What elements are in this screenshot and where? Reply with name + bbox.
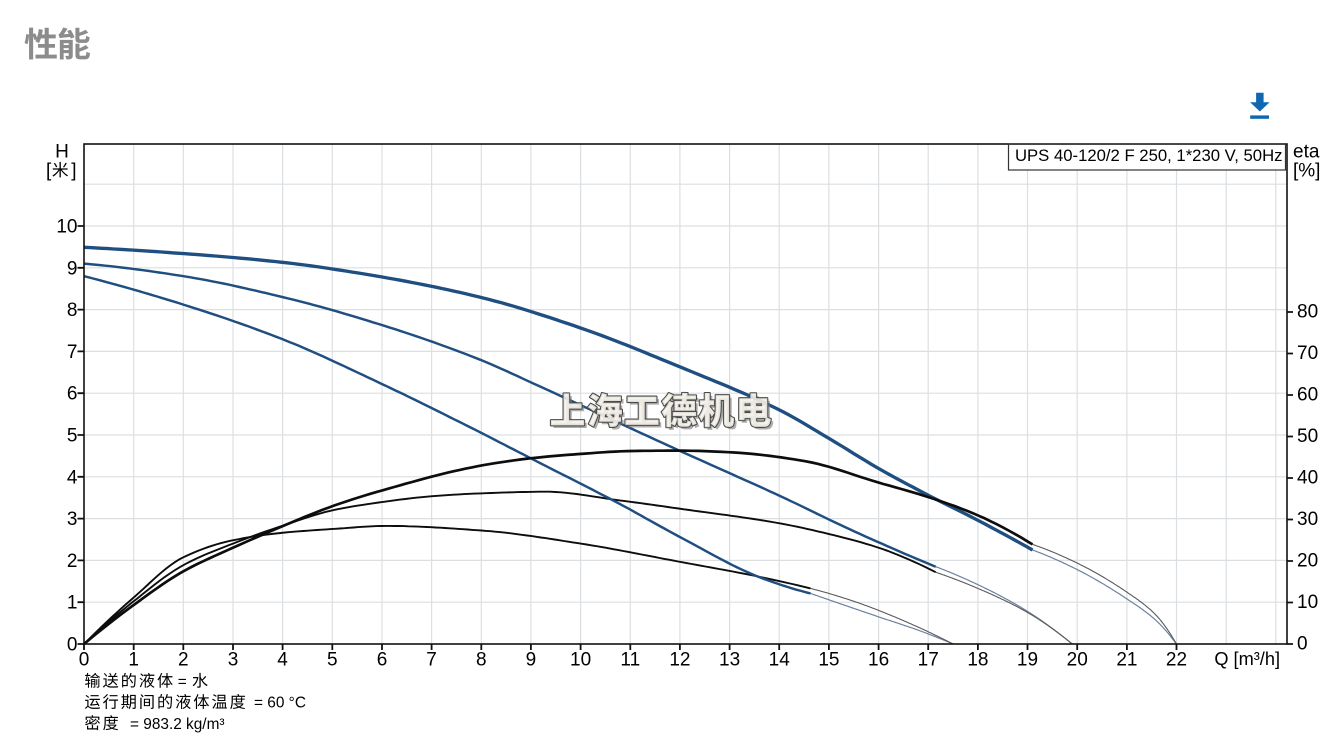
- svg-text:1: 1: [128, 650, 139, 671]
- svg-text:UPS 40-120/2 F 250, 1*230 V, 5: UPS 40-120/2 F 250, 1*230 V, 50Hz: [1015, 146, 1283, 165]
- svg-text:H: H: [55, 142, 69, 163]
- svg-text:22: 22: [1166, 650, 1187, 671]
- svg-text:11: 11: [620, 650, 640, 671]
- svg-text:19: 19: [1017, 650, 1038, 671]
- svg-text:40: 40: [1297, 467, 1318, 488]
- svg-text:7: 7: [426, 650, 437, 671]
- svg-text:10: 10: [1297, 592, 1318, 613]
- svg-text:Q [m³/h]: Q [m³/h]: [1214, 649, 1280, 669]
- svg-text:18: 18: [967, 650, 988, 671]
- svg-text:3: 3: [67, 509, 78, 530]
- svg-text:15: 15: [818, 650, 839, 671]
- svg-text:10: 10: [56, 217, 77, 238]
- svg-text:=: =: [178, 674, 187, 691]
- svg-text:60: 60: [1297, 384, 1318, 405]
- svg-text:8: 8: [476, 650, 487, 671]
- svg-text:eta: eta: [1293, 142, 1320, 163]
- svg-text:21: 21: [1116, 650, 1137, 671]
- svg-text:4: 4: [67, 467, 78, 488]
- svg-text:80: 80: [1297, 301, 1318, 322]
- svg-text:16: 16: [868, 650, 889, 671]
- svg-text:[: [: [46, 160, 52, 181]
- svg-text:6: 6: [67, 384, 78, 405]
- svg-text:2: 2: [178, 650, 189, 671]
- svg-text:17: 17: [918, 650, 939, 671]
- svg-text:20: 20: [1067, 650, 1088, 671]
- svg-text:0: 0: [67, 635, 78, 656]
- svg-text:6: 6: [377, 650, 388, 671]
- svg-text:10: 10: [570, 650, 591, 671]
- svg-text:3: 3: [228, 650, 239, 671]
- svg-text:70: 70: [1297, 343, 1318, 364]
- svg-text:13: 13: [719, 650, 740, 671]
- svg-text:5: 5: [327, 650, 338, 671]
- svg-text:0: 0: [79, 650, 90, 671]
- svg-text:50: 50: [1297, 426, 1318, 447]
- svg-text:2: 2: [67, 551, 78, 572]
- svg-text:]: ]: [71, 160, 76, 181]
- svg-text:12: 12: [669, 650, 690, 671]
- svg-text:= 60 °C: = 60 °C: [254, 695, 306, 712]
- svg-text:[%]: [%]: [1293, 161, 1320, 182]
- svg-text:30: 30: [1297, 509, 1318, 530]
- svg-text:1: 1: [67, 593, 78, 614]
- svg-text:4: 4: [277, 650, 288, 671]
- svg-text:0: 0: [1297, 633, 1308, 654]
- svg-text:8: 8: [67, 300, 78, 321]
- svg-text:= 983.2 kg/m³: = 983.2 kg/m³: [130, 716, 225, 733]
- svg-text:5: 5: [67, 426, 78, 447]
- svg-text:9: 9: [526, 650, 537, 671]
- svg-text:9: 9: [67, 258, 78, 279]
- svg-text:14: 14: [769, 650, 791, 671]
- svg-text:7: 7: [67, 342, 78, 363]
- svg-text:20: 20: [1297, 550, 1318, 571]
